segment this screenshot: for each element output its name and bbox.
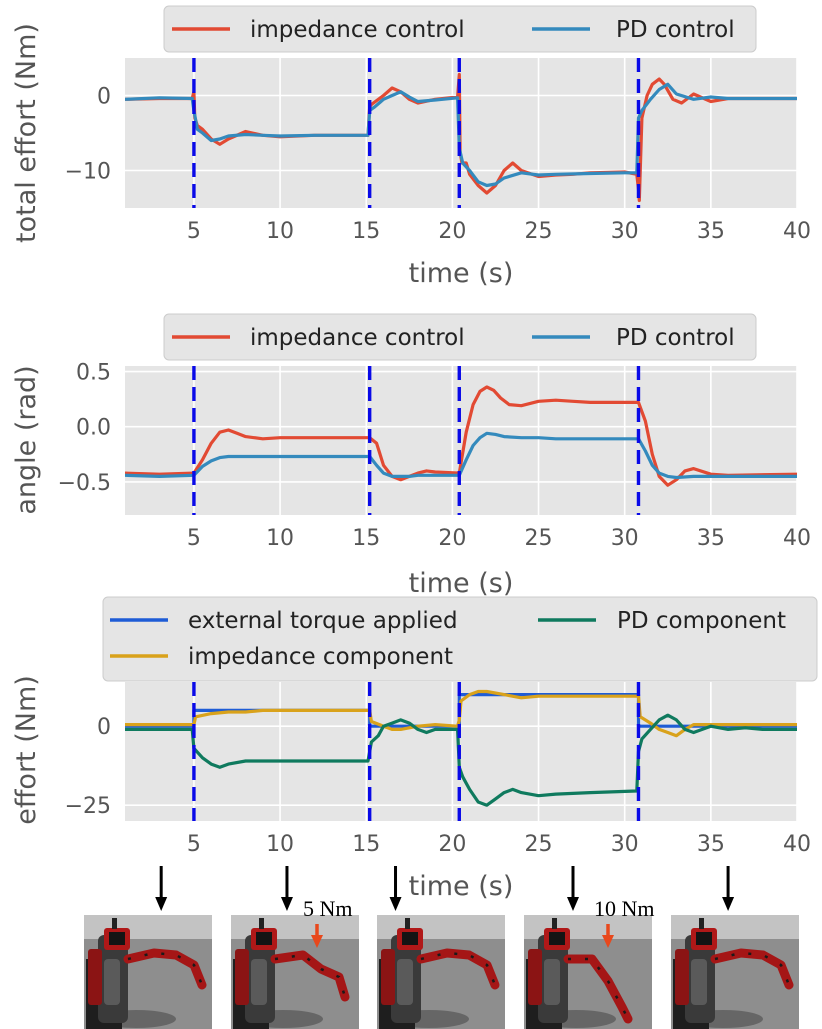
x-tick-label: 35 [697, 832, 725, 857]
robot-screen [549, 932, 565, 945]
x-tick-label: 30 [611, 526, 639, 551]
chart-panel-3: 5 10 15 20 25 30 35 40 0 −25 time (s) effort (Nm) ex… [11, 596, 818, 902]
time-arrow-head [389, 897, 402, 911]
robot-snapshot-3 [377, 915, 505, 1029]
y-tick-label: 0 [97, 85, 111, 110]
y-tick-label: −25 [65, 794, 111, 819]
robot-left-arm [528, 949, 542, 1005]
chart-panel-1: 5 10 15 20 25 30 35 40 0 −10 time (s) total effort … [11, 5, 811, 289]
x-tick-label: 20 [438, 526, 466, 551]
robot-arm-joints [714, 951, 791, 986]
y-tick-label: 0.5 [76, 361, 111, 386]
legend-entry: PD control [616, 17, 735, 43]
force-label: 5 Nm [303, 896, 353, 921]
robot-arm-joints [274, 953, 347, 998]
y-tick-label: 0.0 [76, 416, 111, 441]
y-axis-label: effort (Nm) [11, 675, 42, 825]
robot-left-arm [675, 949, 689, 1005]
x-tick-label: 5 [187, 219, 201, 244]
robot-torso-panel [251, 959, 267, 1005]
robot-camera [699, 918, 704, 929]
x-tick-label: 30 [611, 832, 639, 857]
x-tick-label: 10 [266, 832, 294, 857]
x-tick-label: 5 [187, 526, 201, 551]
chart-panel-2: 5 10 15 20 25 30 35 40 0.5 0.0 −0.5 time (s) angle (… [11, 313, 811, 599]
robot-arm-joints [420, 951, 497, 986]
time-arrow-head [722, 897, 735, 911]
robot-left-arm [235, 949, 249, 1005]
time-arrow-head [567, 897, 579, 911]
legend: impedance control PD control [163, 313, 757, 361]
time-arrow-head [280, 897, 293, 911]
series-line-PD-component [125, 713, 797, 807]
y-tick-label: −10 [65, 160, 111, 185]
x-tick-label: 25 [525, 526, 553, 551]
legend-entry: impedance control [250, 325, 465, 351]
x-tick-label: 15 [352, 526, 380, 551]
legend-entry: impedance control [250, 17, 465, 43]
plots-layer: 5 10 15 20 25 30 35 40 0 −10 time (s) total effort … [11, 5, 818, 902]
x-tick-label: 15 [352, 219, 380, 244]
x-tick-label: 40 [783, 526, 811, 551]
y-tick-label: −0.5 [58, 471, 111, 496]
force-arrow-head [602, 935, 614, 948]
legend-entry: PD control [616, 325, 735, 351]
x-axis-label: time (s) [409, 568, 514, 599]
legend: external torque applied impedance compone… [102, 596, 818, 682]
robot-screen [256, 932, 272, 945]
x-tick-label: 35 [697, 526, 725, 551]
x-tick-label: 40 [783, 832, 811, 857]
legend-entry: PD component [617, 608, 786, 634]
robot-camera [259, 918, 264, 929]
robot-screen [402, 932, 418, 945]
series-line-impedance-component [125, 689, 797, 738]
legend-entry: external torque applied [188, 608, 458, 634]
plot-area [125, 366, 797, 515]
robot-camera [552, 918, 557, 929]
force-arrow-head [311, 935, 323, 948]
x-tick-label: 15 [352, 832, 380, 857]
y-tick-label: 0 [97, 715, 111, 740]
robot-snapshot-2 [231, 915, 359, 1029]
x-axis-label: time (s) [409, 871, 514, 902]
x-axis-label: time (s) [409, 258, 514, 289]
time-arrow-head [155, 897, 168, 911]
robot-snapshot-4 [524, 915, 652, 1029]
y-axis-label: total effort (Nm) [11, 23, 42, 243]
x-tick-label: 10 [266, 219, 294, 244]
robot-left-arm [88, 949, 102, 1005]
robot-arm-joints [568, 957, 630, 1020]
robot-torso-panel [397, 959, 413, 1005]
robot-screen [696, 932, 712, 945]
x-tick-label: 5 [187, 832, 201, 857]
x-tick-label: 20 [438, 832, 466, 857]
robot-torso-panel [691, 959, 707, 1005]
robot-arm-joints [127, 951, 204, 986]
robot-screen [109, 932, 125, 945]
robot-left-arm [381, 949, 395, 1005]
robot-snapshot-5 [671, 915, 799, 1029]
x-tick-label: 25 [525, 832, 553, 857]
x-tick-label: 20 [438, 219, 466, 244]
y-axis-label: angle (rad) [11, 365, 42, 514]
legend-box [102, 596, 818, 682]
x-tick-label: 35 [697, 219, 725, 244]
legend: impedance control PD control [163, 5, 757, 53]
force-label: 10 Nm [594, 896, 655, 921]
x-tick-label: 40 [783, 219, 811, 244]
x-tick-label: 25 [525, 219, 553, 244]
robot-snapshot-1 [84, 915, 212, 1029]
legend-entry: impedance component [188, 644, 453, 670]
x-tick-label: 30 [611, 219, 639, 244]
legend-box [163, 313, 757, 361]
x-tick-label: 10 [266, 526, 294, 551]
legend-box [163, 5, 757, 53]
robot-torso-panel [104, 959, 120, 1005]
robot-snapshots: 5 Nm 10 Nm [84, 866, 799, 1029]
robot-camera [405, 918, 410, 929]
series-line-impedance-control [125, 385, 797, 487]
robot-camera [112, 918, 117, 929]
robot-torso-panel [544, 959, 560, 1005]
